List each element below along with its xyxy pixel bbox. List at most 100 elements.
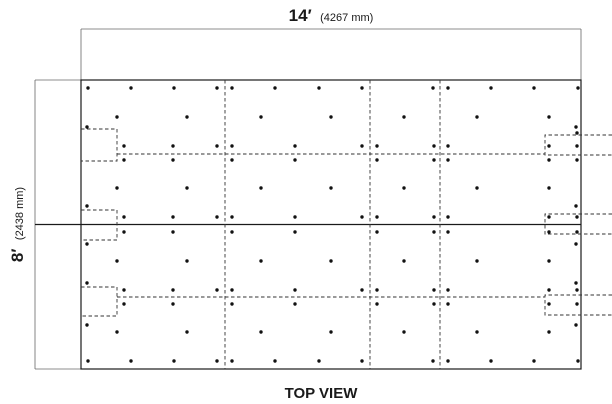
screw-point (85, 204, 89, 208)
screw-point (85, 323, 89, 327)
right-connectors (544, 134, 612, 316)
width-dimension: 14′ (4267 mm) (80, 6, 582, 80)
screw-point (375, 230, 379, 234)
screw-point (547, 158, 551, 162)
screw-point (375, 215, 379, 219)
screw-point (547, 230, 551, 234)
screw-point (317, 359, 321, 363)
screw-point (475, 330, 479, 334)
width-label: 14′ (4267 mm) (289, 6, 374, 25)
screw-point (317, 86, 321, 90)
screw-point (171, 302, 175, 306)
screw-point (360, 144, 364, 148)
view-caption: TOP VIEW (285, 385, 359, 402)
screw-point (360, 215, 364, 219)
screw-point (259, 115, 263, 119)
screw-point (230, 230, 234, 234)
screw-point (446, 144, 450, 148)
screw-point (215, 144, 219, 148)
screw-point (402, 186, 406, 190)
screw-point (86, 359, 90, 363)
screw-point (446, 288, 450, 292)
screw-point (360, 359, 364, 363)
screw-point (375, 144, 379, 148)
screw-point (185, 115, 189, 119)
screw-point (431, 86, 435, 90)
screw-point (432, 288, 436, 292)
screw-point (547, 115, 551, 119)
screw-point (402, 330, 406, 334)
screw-point (360, 288, 364, 292)
screw-point (432, 230, 436, 234)
screw-point (329, 259, 333, 263)
screw-point (185, 259, 189, 263)
screw-point (230, 288, 234, 292)
screw-point (230, 215, 234, 219)
screw-point (375, 288, 379, 292)
screw-point (230, 302, 234, 306)
screw-point (171, 288, 175, 292)
screw-point (122, 158, 126, 162)
screw-point (293, 302, 297, 306)
height-label-main: 8′ (8, 249, 27, 263)
screw-point (446, 158, 450, 162)
screw-point (575, 302, 579, 306)
screw-point (85, 242, 89, 246)
screw-point (432, 215, 436, 219)
screw-point (431, 359, 435, 363)
left-connector-3 (81, 286, 118, 317)
screw-point (547, 186, 551, 190)
screw-point (230, 86, 234, 90)
screw-point (574, 204, 578, 208)
left-connector-2 (81, 209, 118, 241)
screw-point (85, 281, 89, 285)
screw-point (375, 302, 379, 306)
screw-point (86, 86, 90, 90)
screw-point (432, 302, 436, 306)
screw-point (575, 158, 579, 162)
screw-point (574, 242, 578, 246)
screw-point (402, 115, 406, 119)
right-connector-3 (544, 294, 612, 316)
screw-point (185, 330, 189, 334)
screw-point (532, 86, 536, 90)
screw-point (360, 86, 364, 90)
screw-point (329, 330, 333, 334)
screw-point (115, 259, 119, 263)
screw-point (215, 359, 219, 363)
screw-point (547, 302, 551, 306)
screw-point (576, 86, 580, 90)
screw-point (259, 330, 263, 334)
left-connectors (81, 128, 118, 317)
width-label-main: 14′ (289, 6, 312, 25)
screw-point (575, 131, 579, 135)
screw-point (446, 302, 450, 306)
screw-point (547, 215, 551, 219)
screw-point (259, 186, 263, 190)
screw-point (171, 158, 175, 162)
screw-point (574, 281, 578, 285)
screw-point (329, 115, 333, 119)
screw-point (122, 215, 126, 219)
screw-point (129, 359, 133, 363)
screw-point (575, 215, 579, 219)
screw-point (489, 86, 493, 90)
screw-point (293, 215, 297, 219)
screw-point (446, 359, 450, 363)
screw-point (85, 125, 89, 129)
screw-point (576, 359, 580, 363)
screw-point (402, 259, 406, 263)
screw-point (122, 230, 126, 234)
screw-point (122, 288, 126, 292)
screw-point (273, 359, 277, 363)
screw-points (85, 86, 580, 363)
screw-point (293, 144, 297, 148)
screw-point (171, 230, 175, 234)
screw-point (259, 259, 263, 263)
screw-point (230, 158, 234, 162)
screw-point (129, 86, 133, 90)
screw-point (115, 330, 119, 334)
left-connector-1 (81, 128, 118, 162)
screw-point (115, 186, 119, 190)
screw-point (446, 215, 450, 219)
